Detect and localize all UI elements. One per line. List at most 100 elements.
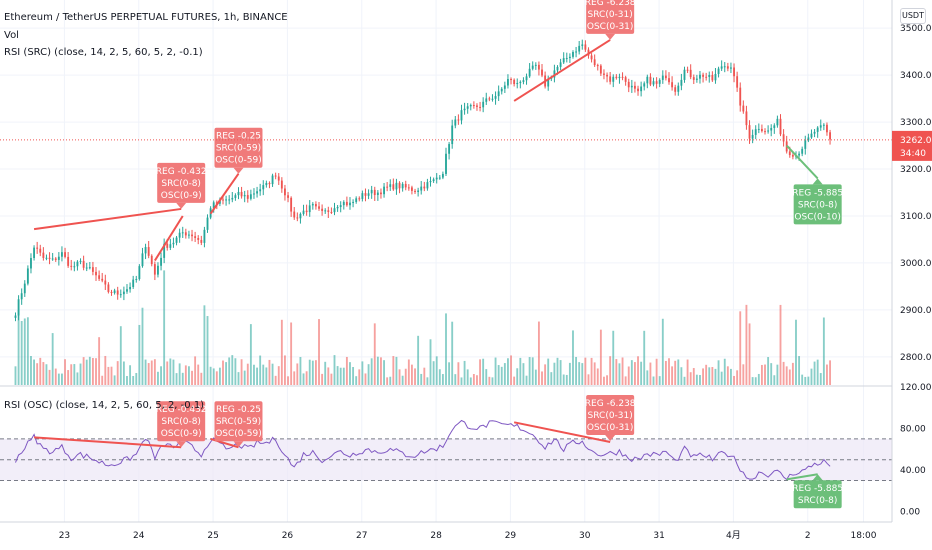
volume-bar (373, 323, 376, 385)
volume-bar (782, 361, 785, 385)
candle-body (370, 189, 373, 194)
candle-body (181, 232, 184, 234)
label-pointer (605, 33, 616, 40)
volume-bar (658, 376, 661, 385)
volume-bar (336, 366, 339, 385)
price-tick-label: 2900.00 (900, 306, 932, 316)
candle-body (714, 73, 717, 81)
volume-bar (726, 366, 729, 385)
candle-body (302, 210, 305, 214)
volume-bar (432, 361, 435, 385)
volume-bar (565, 374, 568, 385)
candle-body (256, 191, 258, 194)
candle-body (590, 55, 593, 60)
candle-body (702, 74, 704, 77)
candle-body (101, 278, 104, 281)
candle-body (33, 247, 35, 259)
volume-bar (107, 366, 110, 385)
volume-bar (262, 364, 265, 385)
candle-body (153, 264, 156, 275)
volume-bar (460, 377, 463, 385)
candle-body (373, 189, 376, 196)
rsi-src-legend[interactable]: RSI (SRC) (close, 14, 2, 5, 60, 5, 2, -0… (4, 47, 203, 58)
volume-bar (587, 374, 590, 385)
candle-body (801, 148, 804, 154)
volume-bar (742, 364, 745, 385)
volume-bar (122, 361, 125, 385)
volume-bar (194, 356, 197, 385)
candle-body (816, 127, 819, 132)
candle-body (568, 56, 571, 59)
volume-bar (760, 364, 763, 385)
candle-body (804, 140, 807, 149)
candle-body (624, 77, 627, 82)
currency-button[interactable]: USDT (900, 8, 926, 24)
volume-bar (23, 318, 26, 385)
candle-body (240, 191, 243, 197)
volume-bar (132, 376, 135, 385)
candle-body (259, 189, 262, 192)
candle-body (73, 266, 76, 268)
volume-bar (606, 375, 608, 385)
volume-bar (299, 356, 302, 385)
price-divergence-label: REG -6.238 SRC(0-31) OSC(0-31) (585, 0, 636, 40)
candle-body (274, 175, 277, 177)
candle-body (742, 105, 745, 112)
time-tick-label: 27 (356, 531, 367, 541)
label-text: OSC(0-31) (587, 22, 634, 32)
volume-bar (206, 316, 209, 385)
volume-bar (157, 371, 159, 385)
candle-body (767, 130, 770, 132)
candle-body (426, 182, 429, 189)
volume-bar (804, 376, 807, 385)
candle-body (352, 201, 355, 203)
volume-bar (265, 367, 268, 385)
label-text: REG -6.238 (585, 0, 636, 8)
volume-bar (333, 355, 336, 385)
candle-body (395, 182, 398, 190)
volume-bar (714, 368, 717, 385)
candle-body (392, 184, 395, 190)
volume-bar (757, 373, 760, 385)
volume-bar (556, 357, 559, 385)
candle-body (469, 105, 472, 107)
candle-body (327, 210, 330, 212)
volume-bar (380, 357, 382, 385)
volume-bar (73, 364, 76, 385)
candle-body (169, 244, 172, 248)
volume-bar (559, 360, 562, 385)
volume-bar (702, 368, 704, 385)
volume-bar (575, 356, 578, 385)
label-pointer (233, 167, 244, 174)
volume-bar (541, 371, 543, 385)
volume-bar (516, 368, 519, 385)
candle-body (318, 206, 320, 209)
volume-bar (438, 369, 441, 385)
volume-bar (640, 361, 643, 385)
volume-bar (593, 362, 596, 385)
candle-body (441, 173, 444, 178)
volume-bar (754, 377, 757, 385)
volume-bar (129, 365, 132, 385)
label-text: OSC(0-9) (161, 429, 202, 439)
time-tick-label: 30 (579, 531, 591, 541)
volume-bar (683, 376, 686, 385)
candle-body (655, 81, 658, 84)
candle-body (643, 83, 646, 87)
volume-bar (689, 372, 692, 385)
volume-bar (479, 359, 481, 385)
volume-bar (426, 377, 429, 385)
candle-body (160, 257, 162, 266)
volume-bar (736, 370, 739, 385)
volume-bar (339, 367, 342, 385)
volume-legend[interactable]: Vol (4, 30, 19, 41)
label-text: OSC(0-31) (587, 423, 634, 433)
volume-bar (389, 376, 392, 385)
candle-body (293, 211, 296, 218)
volume-bar (720, 371, 723, 385)
symbol-legend[interactable]: Ethereum / TetherUS PERPETUAL FUTURES, 1… (4, 12, 288, 23)
rsi-osc-legend[interactable]: RSI (OSC) (close, 14, 2, 5, 60, 5, 2, -0… (4, 400, 205, 411)
osc-divergence-line (786, 473, 818, 481)
volume-bar (674, 360, 677, 385)
